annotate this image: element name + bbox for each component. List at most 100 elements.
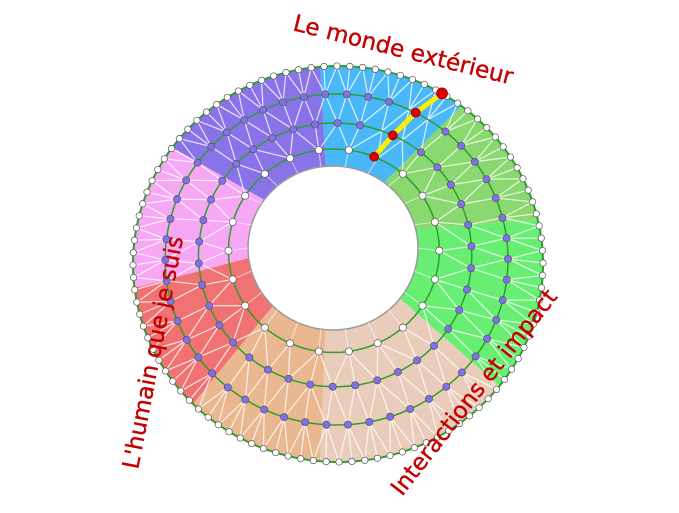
- spoke-line: [502, 299, 538, 313]
- spoke-line: [210, 146, 237, 165]
- ring-dot: [135, 212, 143, 220]
- spoke-line: [227, 357, 250, 388]
- spoke-line: [377, 139, 403, 159]
- ring-dot: [236, 434, 244, 442]
- ring-dot: [167, 144, 176, 153]
- spoke-line: [164, 158, 198, 164]
- ring-dot: [424, 395, 433, 403]
- spoke-line: [136, 218, 171, 229]
- spoke-line: [165, 356, 199, 372]
- spoke-line: [136, 280, 167, 303]
- spoke-line: [348, 124, 361, 151]
- spoke-line: [495, 319, 530, 337]
- spoke-line: [180, 372, 213, 392]
- ring-dot: [396, 71, 404, 79]
- ring-dot: [464, 220, 473, 229]
- ring-dot: [309, 457, 317, 465]
- ring-dot: [194, 259, 203, 268]
- spoke-line: [421, 167, 438, 197]
- ring-dot: [482, 175, 491, 184]
- ring-dot: [418, 301, 427, 310]
- ring-dot: [169, 377, 177, 385]
- ring-dot: [346, 62, 354, 70]
- ring-dot: [322, 420, 331, 429]
- spoke-line: [381, 101, 390, 132]
- spoke-line: [226, 132, 237, 164]
- spoke-line: [314, 94, 326, 125]
- path-dot: [436, 87, 448, 100]
- ring-dot: [529, 198, 537, 206]
- ring-dot: [418, 191, 427, 200]
- ring-dot: [207, 195, 216, 204]
- spoke-line: [495, 189, 529, 199]
- spoke-line: [389, 416, 415, 449]
- spoke-line: [285, 72, 305, 98]
- ring-dot: [470, 157, 479, 166]
- spoke-line: [172, 356, 199, 382]
- ring-dot: [455, 420, 463, 428]
- spoke-line: [253, 148, 291, 159]
- spoke-line: [239, 399, 246, 439]
- spoke-line: [381, 109, 410, 132]
- ring-dot: [525, 332, 533, 340]
- spoke-line: [444, 110, 469, 133]
- ring-dot: [228, 275, 237, 284]
- ring-dot: [344, 347, 353, 356]
- spoke-line: [271, 137, 291, 159]
- ring-dot: [434, 433, 442, 441]
- ring-dot: [311, 120, 320, 129]
- ring-dot: [166, 297, 175, 306]
- spoke-line: [502, 213, 537, 219]
- spoke-line: [507, 258, 543, 276]
- ring-dot: [475, 404, 483, 412]
- spoke-line: [376, 379, 411, 410]
- ring-dot: [342, 90, 351, 99]
- ring-dot: [260, 405, 269, 414]
- ring-dot: [213, 100, 221, 108]
- spoke-line: [232, 327, 266, 343]
- ring-dot: [398, 169, 407, 178]
- ring-dot: [248, 440, 256, 448]
- ring-dot: [371, 65, 379, 73]
- spoke-line: [347, 424, 353, 462]
- spoke-line: [438, 250, 472, 269]
- spoke-line: [447, 328, 477, 357]
- spoke-line: [460, 118, 479, 147]
- spoke-line: [471, 237, 507, 247]
- ring-dot: [537, 234, 545, 242]
- ring-dot: [144, 334, 152, 342]
- spoke-line: [133, 276, 167, 282]
- spoke-line: [283, 384, 311, 418]
- spoke-line: [445, 386, 460, 424]
- ring-dot: [289, 125, 298, 134]
- ring-dot: [431, 218, 439, 227]
- path-dot: [410, 107, 421, 118]
- ring-dot: [537, 284, 546, 292]
- ring-dot: [177, 387, 185, 395]
- spoke-line: [470, 267, 507, 281]
- ring-dot: [508, 365, 516, 373]
- ring-dot: [491, 194, 500, 203]
- ring-dot: [333, 62, 341, 70]
- spoke-line: [219, 305, 246, 326]
- ring-dot: [314, 146, 323, 154]
- ring-dot: [245, 353, 254, 362]
- spoke-line: [376, 380, 391, 417]
- ring-dot: [241, 191, 250, 200]
- spoke-line: [186, 305, 210, 341]
- spoke-line: [433, 345, 447, 387]
- spoke-line: [486, 338, 525, 348]
- ring-dot: [398, 323, 407, 332]
- spoke-line: [409, 408, 439, 438]
- ring-dot: [193, 116, 201, 124]
- sector-beige: [320, 298, 500, 462]
- spoke-line: [475, 356, 498, 390]
- spoke-line: [408, 89, 437, 110]
- ring-dot: [198, 280, 207, 289]
- spoke-line: [459, 309, 497, 321]
- spoke-line: [434, 278, 468, 291]
- spoke-line: [433, 345, 463, 373]
- ring-dot: [268, 133, 277, 142]
- spoke-line: [166, 280, 203, 286]
- spoke-line: [236, 163, 266, 175]
